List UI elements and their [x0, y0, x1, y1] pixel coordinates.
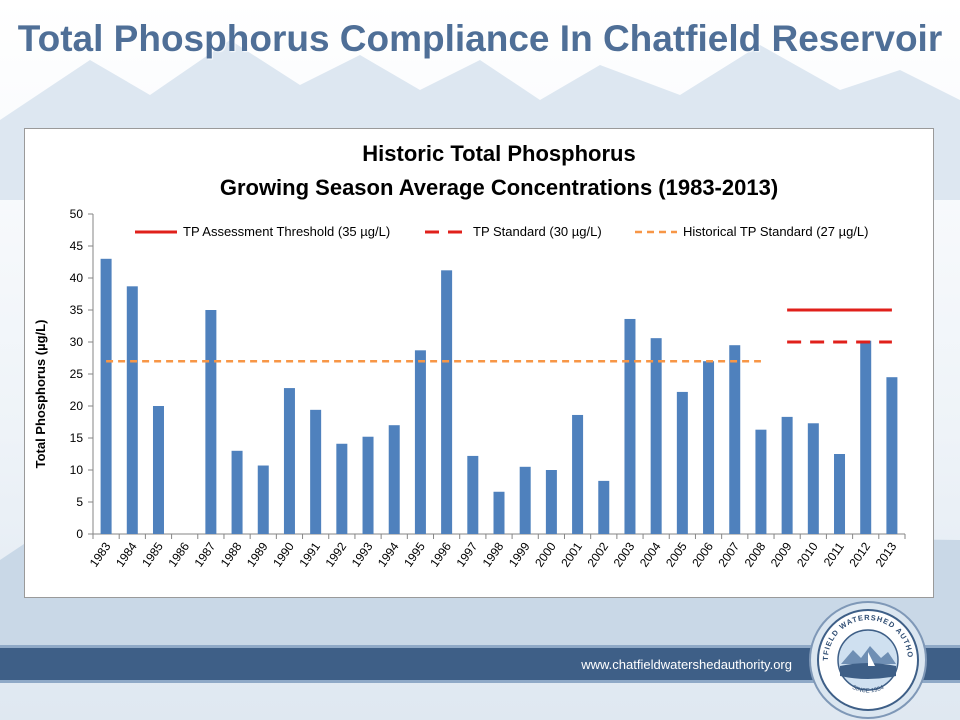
bar [414, 350, 426, 534]
y-tick-label: 30 [70, 335, 84, 349]
x-tick-label: 2008 [742, 539, 769, 569]
x-tick-label: 1997 [453, 539, 480, 569]
y-tick-label: 40 [70, 271, 84, 285]
x-tick-label: 1991 [296, 539, 323, 569]
bar [860, 340, 872, 534]
bar [388, 425, 400, 534]
x-tick-label: 2012 [846, 539, 873, 569]
x-tick-label: 2003 [611, 539, 638, 569]
y-tick-label: 0 [76, 527, 83, 541]
bar [729, 345, 741, 534]
x-tick-label: 2005 [663, 539, 690, 569]
legend-label: TP Assessment Threshold (35 µg/L) [183, 224, 390, 239]
bar [100, 258, 112, 534]
x-tick-label: 2009 [768, 539, 795, 569]
bar [598, 480, 610, 534]
bar [467, 455, 479, 534]
x-tick-label: 1983 [87, 539, 114, 569]
x-tick-label: 2000 [532, 539, 559, 569]
bar [231, 450, 243, 534]
chatfield-watershed-seal-logo: CHATFIELD WATERSHED AUTHORITY SINCE 1984 [808, 600, 927, 719]
bar [152, 406, 164, 534]
legend-label: TP Standard (30 µg/L) [473, 224, 602, 239]
x-tick-label: 1990 [270, 539, 297, 569]
footer-url[interactable]: www.chatfieldwatershedauthority.org [581, 657, 792, 672]
x-tick-label: 2006 [689, 539, 716, 569]
bar [205, 310, 217, 534]
seal-text-bottom: SINCE 1984 [851, 685, 885, 695]
legend-label: Historical TP Standard (27 µg/L) [683, 224, 869, 239]
bar [807, 423, 819, 534]
x-tick-label: 2010 [794, 539, 821, 569]
x-tick-label: 1998 [480, 539, 507, 569]
x-tick-label: 1993 [349, 539, 376, 569]
x-tick-label: 1994 [375, 539, 402, 569]
svg-text:SINCE 1984: SINCE 1984 [851, 685, 885, 695]
y-tick-label: 20 [70, 399, 84, 413]
x-tick-label: 1984 [113, 539, 140, 569]
bar [755, 429, 767, 534]
x-tick-label: 2002 [584, 539, 611, 569]
bar [886, 377, 898, 534]
bar [283, 388, 295, 534]
y-tick-label: 10 [70, 463, 84, 477]
x-tick-label: 1995 [401, 539, 428, 569]
x-tick-label: 2007 [715, 539, 742, 569]
y-axis-label: Total Phosphorus (µg/L) [33, 320, 48, 469]
x-tick-label: 1985 [139, 539, 166, 569]
phosphorus-chart: Historic Total Phosphorus Growing Season… [33, 141, 906, 570]
y-tick-label: 35 [70, 303, 84, 317]
bar [336, 443, 348, 534]
x-tick-label: 1987 [192, 539, 219, 569]
y-tick-label: 50 [70, 207, 84, 221]
chart-title: Historic Total Phosphorus [362, 141, 635, 166]
x-tick-label: 2011 [821, 539, 847, 568]
x-tick-label: 1996 [427, 539, 454, 569]
x-tick-label: 1989 [244, 539, 271, 569]
bar [650, 338, 662, 534]
y-tick-label: 25 [70, 367, 84, 381]
slide-title: Total Phosphorus Compliance In Chatfield… [17, 18, 943, 59]
y-tick-label: 5 [76, 495, 83, 509]
bar [493, 491, 505, 534]
y-tick-label: 15 [70, 431, 84, 445]
bar [545, 470, 557, 534]
x-tick-label: 1992 [323, 539, 350, 569]
footer-band: www.chatfieldwatershedauthority.org [0, 645, 960, 683]
y-tick-label: 45 [70, 239, 84, 253]
chart-frame: Historic Total Phosphorus Growing Season… [24, 128, 934, 598]
x-tick-label: 2001 [558, 539, 585, 569]
x-tick-label: 1988 [218, 539, 245, 569]
x-tick-label: 2013 [873, 539, 900, 569]
bar [781, 416, 793, 534]
bar [676, 391, 688, 534]
bar [624, 318, 636, 534]
bar [441, 270, 453, 534]
plot-area: 0 5 10 15 20 25 30 35 40 45 50 1983 1984 1985 1986 1987… [70, 207, 906, 570]
bar [362, 436, 374, 534]
bar [257, 465, 269, 534]
bar [572, 414, 584, 534]
chart-legend: TP Assessment Threshold (35 µg/L) TP Stan… [135, 224, 869, 239]
x-tick-label: 2004 [637, 539, 664, 569]
bar [519, 466, 531, 534]
chart-subtitle: Growing Season Average Concentrations (1… [220, 175, 778, 200]
x-tick-label: 1999 [506, 539, 533, 569]
bar [703, 361, 715, 534]
bar [126, 286, 138, 534]
bar [310, 409, 322, 534]
bar [834, 454, 846, 534]
x-tick-label: 1986 [165, 539, 192, 569]
